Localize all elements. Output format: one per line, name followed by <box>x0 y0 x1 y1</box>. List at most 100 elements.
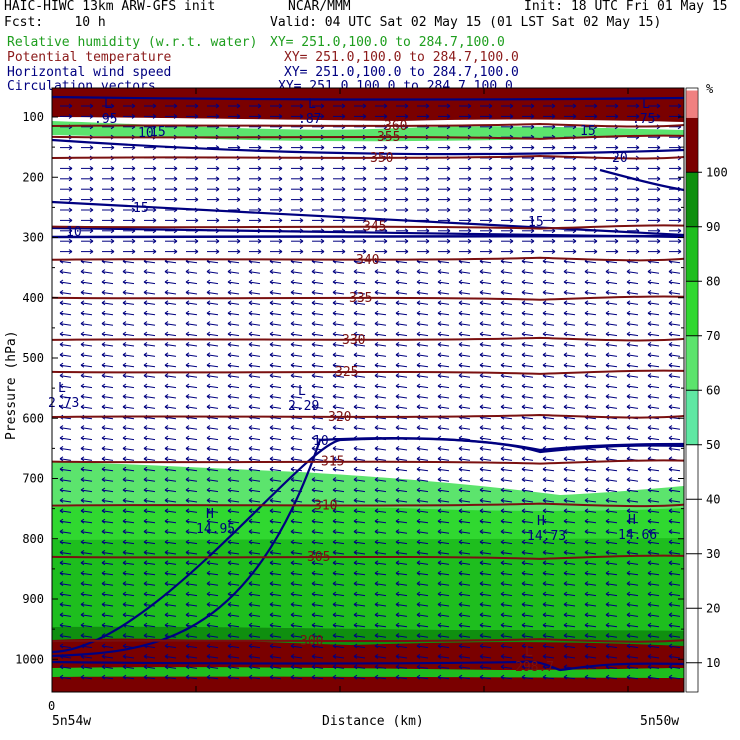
vector-shaft <box>626 302 639 305</box>
vector-shaft <box>164 291 177 295</box>
vector-head <box>521 393 526 399</box>
vector-head <box>68 238 73 244</box>
vector-head <box>605 508 610 514</box>
vector-head <box>458 549 463 555</box>
vector-head <box>395 674 400 680</box>
vector-head <box>530 186 535 192</box>
vector-head <box>59 518 64 524</box>
vector-shaft <box>122 655 135 659</box>
vector-shaft <box>563 458 576 461</box>
vector-shaft <box>605 635 618 638</box>
vector-head <box>341 113 346 119</box>
vector-head <box>185 674 190 680</box>
vector-head <box>542 477 547 483</box>
vector-head <box>383 103 388 109</box>
vector-head <box>122 435 127 441</box>
vector-shaft <box>248 468 261 472</box>
vector-shaft <box>269 364 282 368</box>
vector-head <box>299 238 304 244</box>
vector-head <box>425 165 430 171</box>
vector-head <box>584 570 589 576</box>
colorbar-label-10: 10 <box>706 656 720 670</box>
vector-head <box>584 425 589 431</box>
vector-shaft <box>80 333 93 337</box>
ytick-label-200: 200 <box>22 170 44 184</box>
vector-head <box>290 622 295 628</box>
vector-shaft <box>185 676 198 680</box>
vector-shaft <box>122 468 135 472</box>
vector-head <box>227 289 232 295</box>
vector-shaft <box>395 666 408 669</box>
vector-head <box>584 466 589 472</box>
vector-head <box>80 633 85 639</box>
vector-shaft <box>416 655 429 659</box>
vector-shaft <box>59 385 72 389</box>
vector-head <box>362 165 367 171</box>
vector-head <box>614 197 619 203</box>
vector-shaft <box>605 458 618 461</box>
vector-shaft <box>521 364 534 368</box>
org-label: NCAR/MMM <box>288 0 351 14</box>
vector-shaft <box>626 603 639 607</box>
vector-shaft <box>479 302 492 305</box>
vector-head <box>668 321 673 327</box>
vector-head <box>521 435 526 441</box>
vector-shaft <box>122 635 135 638</box>
vector-shaft <box>332 312 345 316</box>
vector-head <box>185 581 190 587</box>
vector-head <box>206 289 211 295</box>
vector-head <box>542 321 547 327</box>
vector-head <box>152 103 157 109</box>
vector-head <box>143 435 148 441</box>
vector-shaft <box>143 375 156 378</box>
vector-head <box>584 497 589 503</box>
vector-head <box>479 487 484 493</box>
theta-contour-345 <box>52 224 684 230</box>
vector-shaft <box>80 541 93 545</box>
vector-shaft <box>80 520 93 524</box>
vector-shaft <box>227 655 240 659</box>
vector-head <box>626 508 631 514</box>
vector-shaft <box>290 666 303 669</box>
vector-head <box>353 622 358 628</box>
vector-head <box>164 404 169 410</box>
vector-head <box>206 404 211 410</box>
vector-shaft <box>290 385 303 389</box>
vector-shaft <box>500 385 513 389</box>
vector-shaft <box>59 666 72 669</box>
vector-shaft <box>521 260 534 264</box>
vector-shaft <box>626 489 639 493</box>
vector-shaft <box>374 260 387 264</box>
vector-head <box>206 279 211 285</box>
vector-shaft <box>80 406 93 409</box>
vector-shaft <box>248 676 261 680</box>
vector-head <box>122 269 127 275</box>
vector-shaft <box>269 541 282 545</box>
vector-head <box>101 383 106 389</box>
vector-head <box>80 477 85 483</box>
vector-head <box>572 238 577 244</box>
x-axis-label: Distance (km) <box>322 714 424 729</box>
vector-head <box>227 539 232 545</box>
vector-shaft <box>458 364 471 368</box>
vector-shaft <box>332 354 345 357</box>
theta-label-345: 345 <box>363 220 386 235</box>
vector-head <box>437 508 442 514</box>
vector-shaft <box>500 427 513 430</box>
vector-shaft <box>185 281 198 285</box>
vector-shaft <box>185 583 198 586</box>
vector-head <box>626 622 631 628</box>
vector-head <box>626 425 631 431</box>
vector-shaft <box>437 447 450 451</box>
vector-shaft <box>542 562 555 565</box>
vector-shaft <box>143 520 156 524</box>
vector-head <box>479 570 484 576</box>
vector-head <box>353 269 358 275</box>
vector-head <box>395 653 400 659</box>
vector-head <box>551 207 556 213</box>
vector-shaft <box>584 406 597 409</box>
vector-shaft <box>437 614 450 617</box>
vector-head <box>584 331 589 337</box>
vector-head <box>521 331 526 337</box>
vector-shaft <box>563 281 576 285</box>
